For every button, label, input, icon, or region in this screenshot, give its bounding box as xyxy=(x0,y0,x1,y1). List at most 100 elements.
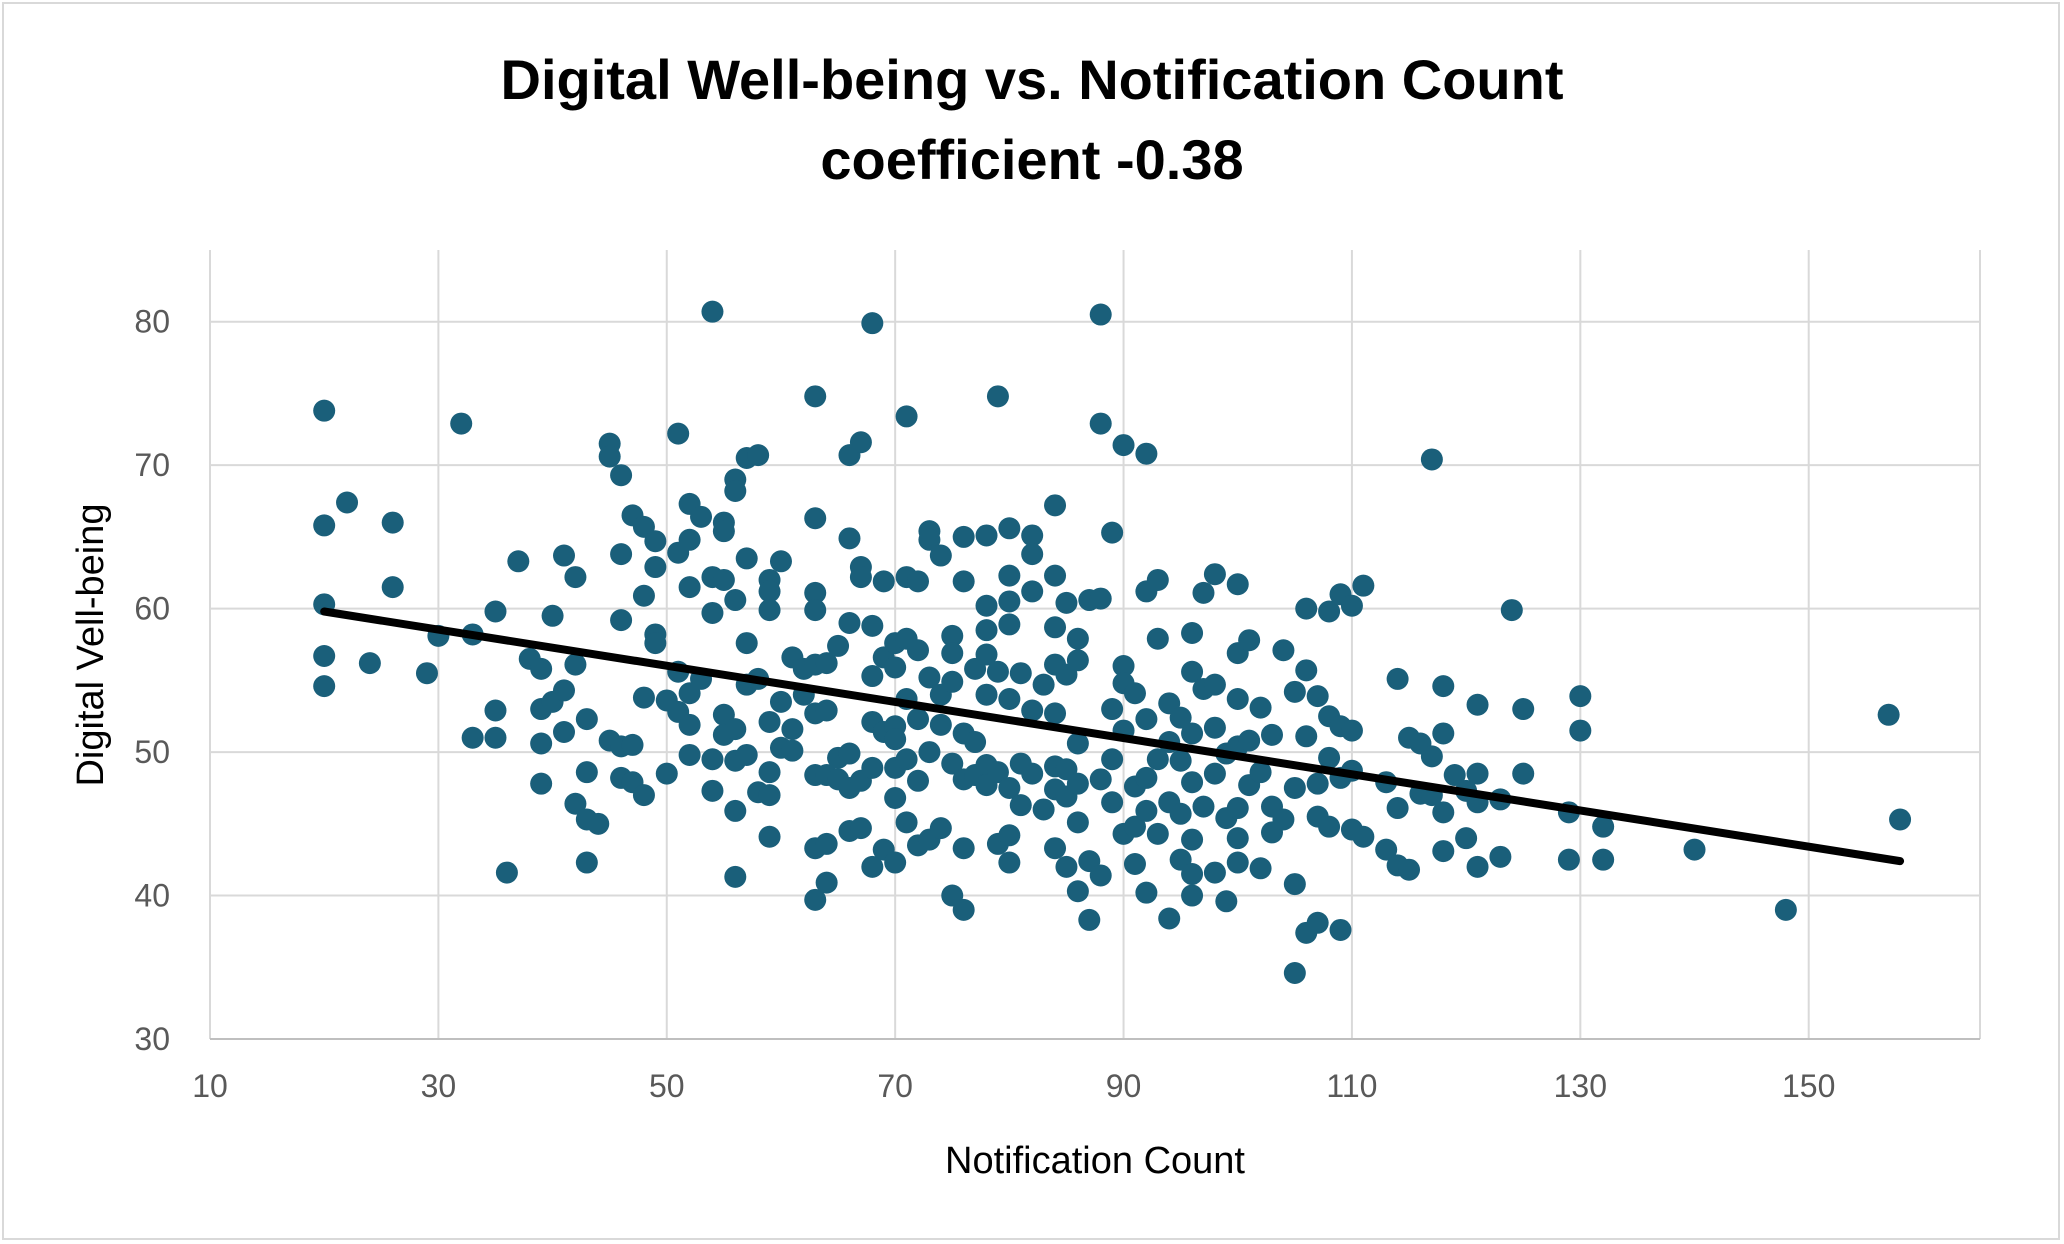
data-points xyxy=(313,300,1912,985)
data-point xyxy=(815,871,838,894)
data-point xyxy=(587,812,610,835)
data-point xyxy=(952,898,975,921)
tick-labels: 30 40 50 60 70 80 10 30 50 70 90 110 130 150 xyxy=(134,304,1835,1104)
data-point xyxy=(1226,688,1249,711)
data-point xyxy=(884,728,907,751)
data-point xyxy=(907,570,929,593)
data-point xyxy=(1432,801,1455,824)
data-point xyxy=(1158,907,1181,930)
data-point xyxy=(1192,581,1215,604)
data-point xyxy=(758,599,781,622)
x-tick-label: 110 xyxy=(1326,1068,1377,1104)
data-point xyxy=(1272,808,1295,831)
data-point xyxy=(724,718,747,741)
data-point xyxy=(336,491,359,514)
data-point xyxy=(712,568,735,591)
data-point xyxy=(644,632,667,655)
data-point xyxy=(1375,838,1398,861)
x-axis-label: Notification Count xyxy=(945,1140,1245,1182)
data-point xyxy=(941,624,964,647)
data-point xyxy=(1226,827,1249,850)
data-point xyxy=(986,660,1009,683)
data-point xyxy=(495,861,518,884)
data-point xyxy=(1203,861,1226,884)
data-point xyxy=(461,726,484,749)
data-point xyxy=(986,761,1009,784)
data-point xyxy=(1089,864,1112,887)
data-point xyxy=(1249,857,1272,880)
data-point xyxy=(918,666,941,689)
data-point xyxy=(1215,890,1238,913)
data-point xyxy=(895,405,918,428)
data-point xyxy=(1146,822,1169,845)
data-point xyxy=(621,733,644,756)
data-point xyxy=(1512,698,1535,721)
data-point xyxy=(1466,762,1489,785)
data-point xyxy=(1181,771,1204,794)
data-point xyxy=(1066,732,1089,755)
data-point xyxy=(1238,629,1261,652)
data-point xyxy=(975,594,998,617)
data-point xyxy=(450,412,473,435)
data-point xyxy=(929,713,952,736)
data-point xyxy=(530,657,553,680)
data-point xyxy=(838,742,861,765)
data-point xyxy=(998,776,1021,799)
data-point xyxy=(952,525,975,548)
data-point xyxy=(313,675,336,698)
data-point xyxy=(1181,722,1204,745)
data-point xyxy=(701,748,724,771)
data-point xyxy=(975,683,998,706)
data-point xyxy=(1318,600,1341,623)
data-point xyxy=(884,656,907,679)
data-point xyxy=(701,300,724,323)
data-point xyxy=(1112,434,1135,457)
data-point xyxy=(758,761,781,784)
data-point xyxy=(1226,573,1249,596)
data-point xyxy=(1055,855,1078,878)
data-point xyxy=(564,792,587,815)
data-point xyxy=(1466,693,1489,716)
data-point xyxy=(998,590,1021,613)
data-point xyxy=(1181,828,1204,851)
data-point xyxy=(838,527,861,550)
data-point xyxy=(861,614,884,637)
chart-title-line: Digital Well-being vs. Notification Coun… xyxy=(500,48,1564,111)
data-point xyxy=(769,550,792,573)
data-point xyxy=(610,543,633,566)
data-point xyxy=(1569,685,1592,708)
data-point xyxy=(701,601,724,624)
data-point xyxy=(1318,815,1341,838)
data-point xyxy=(941,752,964,775)
data-point xyxy=(1044,837,1067,860)
data-point xyxy=(1169,706,1192,729)
data-point xyxy=(815,699,838,722)
data-point xyxy=(655,762,678,785)
data-point xyxy=(1066,880,1089,903)
data-point xyxy=(1203,673,1226,696)
data-point xyxy=(610,609,633,632)
data-point xyxy=(1101,748,1124,771)
data-point xyxy=(861,665,884,688)
data-point xyxy=(952,570,975,593)
data-point xyxy=(918,741,941,764)
data-point xyxy=(610,464,633,487)
data-point xyxy=(1569,719,1592,742)
data-point xyxy=(1135,766,1158,789)
data-point xyxy=(1021,543,1044,566)
data-point xyxy=(1123,815,1146,838)
data-point xyxy=(735,743,758,766)
data-point xyxy=(701,779,724,802)
data-point xyxy=(895,748,918,771)
data-point xyxy=(998,517,1021,540)
data-point xyxy=(553,721,575,744)
data-point xyxy=(358,652,381,675)
data-point xyxy=(918,528,941,551)
data-point xyxy=(1420,448,1443,471)
data-point xyxy=(1592,848,1615,871)
y-tick-label: 30 xyxy=(134,1021,170,1057)
y-tick-label: 40 xyxy=(134,878,170,914)
data-point xyxy=(1009,794,1032,817)
data-point xyxy=(1192,795,1215,818)
data-point xyxy=(1181,622,1204,645)
